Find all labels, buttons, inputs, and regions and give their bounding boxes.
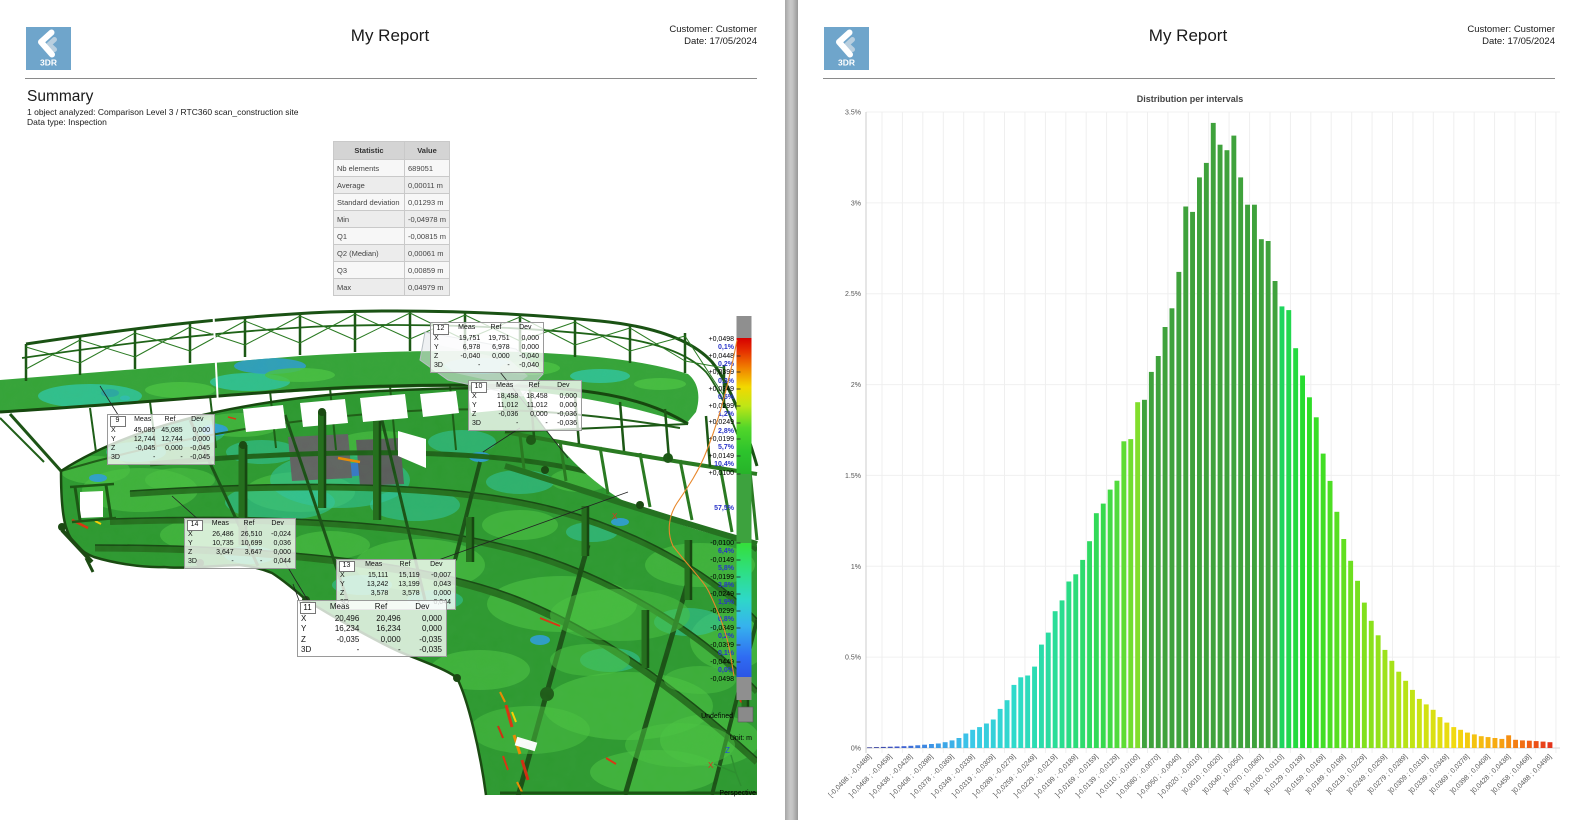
svg-text:0,1%: 0,1% bbox=[718, 344, 735, 351]
svg-text:2,8%: 2,8% bbox=[718, 428, 735, 435]
svg-text:+0,0448: +0,0448 bbox=[709, 353, 735, 360]
svg-text:5,8%: 5,8% bbox=[718, 565, 735, 572]
svg-text:57,5%: 57,5% bbox=[714, 505, 735, 512]
svg-text:Unit: m: Unit: m bbox=[730, 735, 752, 742]
svg-text:3DR: 3DR bbox=[40, 58, 57, 68]
svg-text:+0,0498: +0,0498 bbox=[709, 336, 735, 343]
svg-text:-0,0449: -0,0449 bbox=[710, 659, 734, 666]
svg-text:0.5%: 0.5% bbox=[845, 655, 861, 662]
svg-text:1,2%: 1,2% bbox=[718, 411, 735, 418]
svg-text:+0,0100: +0,0100 bbox=[709, 470, 735, 477]
svg-text:-0,0100: -0,0100 bbox=[710, 540, 734, 547]
svg-text:Distribution per intervals: Distribution per intervals bbox=[1137, 94, 1244, 104]
svg-text:0,1%: 0,1% bbox=[718, 650, 735, 657]
svg-text:+0,0249: +0,0249 bbox=[709, 419, 735, 426]
svg-text:X: X bbox=[612, 512, 618, 521]
svg-text:10,4%: 10,4% bbox=[714, 461, 735, 468]
svg-text:1%: 1% bbox=[851, 564, 861, 571]
svg-text:+0,0349: +0,0349 bbox=[709, 386, 735, 393]
svg-text:0%: 0% bbox=[851, 746, 861, 753]
svg-text:1,9%: 1,9% bbox=[718, 599, 735, 606]
svg-text:-0,0399: -0,0399 bbox=[710, 642, 734, 649]
svg-text:+0,0149: +0,0149 bbox=[709, 453, 735, 460]
svg-text:1.5%: 1.5% bbox=[845, 473, 861, 480]
svg-text:3,8%: 3,8% bbox=[718, 582, 735, 589]
svg-text:+0,0199: +0,0199 bbox=[709, 436, 735, 443]
svg-text:2.5%: 2.5% bbox=[845, 291, 861, 298]
svg-text:+0,0399: +0,0399 bbox=[709, 369, 735, 376]
svg-text:X: X bbox=[708, 761, 714, 770]
svg-text:0,2%: 0,2% bbox=[718, 361, 735, 368]
svg-text:0,3%: 0,3% bbox=[718, 378, 735, 385]
svg-text:2%: 2% bbox=[851, 382, 861, 389]
svg-text:Undefined: Undefined bbox=[701, 713, 733, 720]
svg-text:0,5%: 0,5% bbox=[718, 394, 735, 401]
svg-text:3.5%: 3.5% bbox=[845, 110, 861, 117]
svg-text:-0,0498: -0,0498 bbox=[710, 676, 734, 683]
svg-text:-0,0299: -0,0299 bbox=[710, 608, 734, 615]
svg-text:-0,0149: -0,0149 bbox=[710, 557, 734, 564]
svg-text:Z: Z bbox=[725, 746, 730, 755]
svg-text:]0,0488 ; 0,0498]: ]0,0488 ; 0,0498] bbox=[1511, 753, 1553, 795]
svg-text:0,0%: 0,0% bbox=[718, 667, 735, 674]
svg-text:-0,0199: -0,0199 bbox=[710, 574, 734, 581]
svg-text:6,4%: 6,4% bbox=[718, 548, 735, 555]
svg-text:-0,0249: -0,0249 bbox=[710, 591, 734, 598]
svg-text:-0,0349: -0,0349 bbox=[710, 625, 734, 632]
svg-text:Perspective: Perspective bbox=[719, 790, 756, 797]
svg-text:5,7%: 5,7% bbox=[718, 444, 735, 451]
svg-text:3DR: 3DR bbox=[838, 58, 855, 68]
svg-text:3%: 3% bbox=[851, 200, 861, 207]
svg-text:0,8%: 0,8% bbox=[718, 616, 735, 623]
